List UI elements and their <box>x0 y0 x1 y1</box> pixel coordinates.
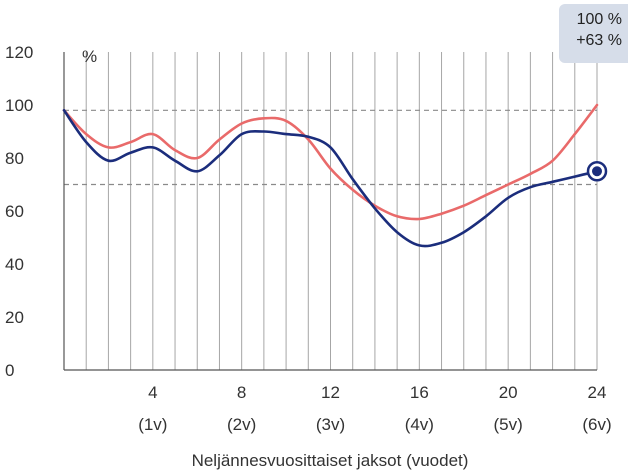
axes <box>63 52 597 371</box>
x-tick-sublabel: (1v) <box>138 415 167 434</box>
x-tick-sublabel: (4v) <box>405 415 434 434</box>
y-tick-label: 60 <box>5 202 24 221</box>
callout-value: 100 % <box>576 11 622 28</box>
x-axis-title: Neljännesvuosittaiset jaksot (vuodet) <box>192 451 469 470</box>
x-tick-sublabel: (3v) <box>316 415 345 434</box>
x-tick-label: 8 <box>237 383 246 402</box>
series-line-1 <box>62 103 599 221</box>
series-lines <box>62 103 599 248</box>
y-axis-unit: % <box>82 47 97 66</box>
end-value-callout: 100 % +63 % <box>559 4 628 63</box>
x-tick-label: 20 <box>499 383 518 402</box>
x-tick-label: 16 <box>410 383 429 402</box>
y-tick-label: 80 <box>5 149 24 168</box>
x-tick-label: 4 <box>148 383 157 402</box>
x-tick-label: 24 <box>588 383 607 402</box>
y-tick-label: 0 <box>5 361 14 380</box>
end-marker <box>586 161 608 182</box>
callout-change: +63 % <box>576 32 622 49</box>
x-tick-sublabel: (2v) <box>227 415 256 434</box>
x-tick-sublabel: (6v) <box>582 415 611 434</box>
y-tick-label: 20 <box>5 308 24 327</box>
y-tick-labels: 0 20 40 60 80 100 120 <box>5 43 33 380</box>
x-tick-labels: 4 (1v) 8 (2v) 12 (3v) 16 (4v) 20 (5v) 24 (6v) <box>138 383 611 434</box>
y-tick-label: 40 <box>5 255 24 274</box>
series-line-2 <box>62 109 599 248</box>
y-tick-label: 100 <box>5 96 33 115</box>
end-marker-dot <box>592 166 602 177</box>
y-tick-label: 120 <box>5 43 33 62</box>
grid <box>85 52 598 370</box>
x-tick-label: 12 <box>321 383 340 402</box>
x-tick-sublabel: (5v) <box>494 415 523 434</box>
